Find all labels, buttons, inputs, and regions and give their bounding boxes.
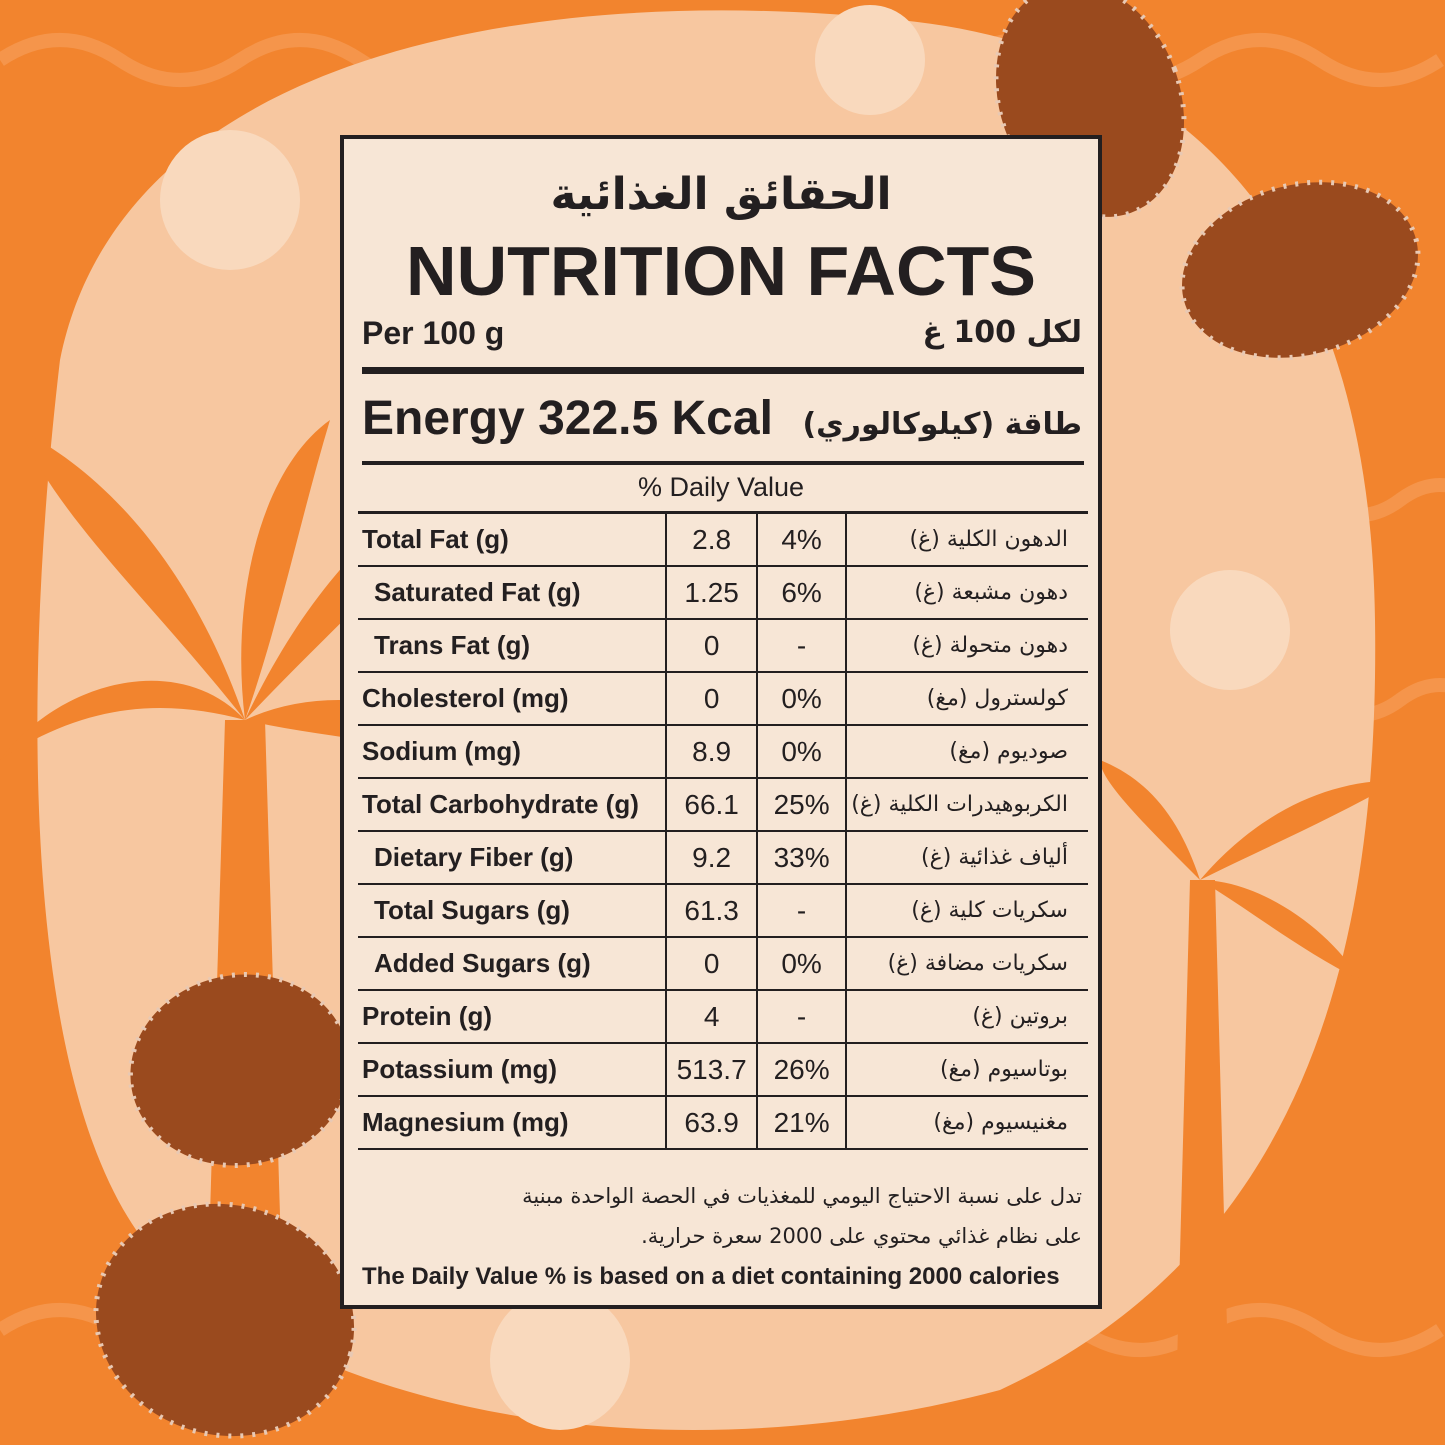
daily-value: - [755, 883, 848, 938]
daily-value: - [755, 618, 848, 673]
serving: Per 100 g [362, 315, 505, 351]
nutrient-arabic: بروتين (غ) [845, 989, 1088, 1044]
nutrient-arabic: دهون مشبعة (غ) [845, 565, 1088, 620]
nutrient: Added Sugars (g) [358, 936, 668, 991]
daily-value: 6% [755, 565, 848, 620]
nutrition-table: Total Fat (g) 2.8 4% الدهون الكلية (غ) Satur… [358, 514, 1088, 1150]
nutrient-arabic: دهون متحولة (غ) [845, 618, 1088, 673]
nutrition-label: الحقائق الغذائية NUTRITION FACTS Per 100… [340, 135, 1102, 1309]
nutrient: Trans Fat (g) [358, 618, 668, 673]
nutrient-row: Sodium (mg) 8.9 0% صوديوم (مغ) [358, 724, 1088, 779]
amount: 61.3 [665, 883, 758, 938]
amount: 4 [665, 989, 758, 1044]
nutrient-row: Cholesterol (mg) 0 0% كولسترول (مغ) [358, 671, 1088, 726]
footnote: The Daily Value % is based on a diet con… [362, 1263, 1060, 1290]
divider [358, 511, 1088, 514]
energy: Energy 322.5 Kcal [362, 392, 773, 445]
nutrient: Total Fat (g) [358, 514, 668, 567]
nutrient: Protein (g) [358, 989, 668, 1044]
amount: 513.7 [665, 1042, 758, 1097]
nutrient: Potassium (mg) [358, 1042, 668, 1097]
amount: 0 [665, 618, 758, 673]
divider [362, 367, 1084, 374]
nutrient: Total Carbohydrate (g) [358, 777, 668, 832]
nutrient: Saturated Fat (g) [358, 565, 668, 620]
daily-value: 21% [755, 1095, 848, 1150]
nutrient: Cholesterol (mg) [358, 671, 668, 726]
title: NUTRITION FACTS [406, 232, 1036, 310]
nutrient-arabic: سكريات مضافة (غ) [845, 936, 1088, 991]
nutrient-row: Magnesium (mg) 63.9 21% مغنيسيوم (مغ) [358, 1095, 1088, 1150]
serving-arabic: لكل 100 غ [922, 315, 1083, 350]
nutrient-row: Added Sugars (g) 0 0% سكريات مضافة (غ) [358, 936, 1088, 991]
daily-value-header: % Daily Value [637, 472, 805, 502]
daily-value: 25% [755, 777, 848, 832]
daily-value: 33% [755, 830, 848, 885]
nutrient-row: Dietary Fiber (g) 9.2 33% ألياف غذائية (غ) [358, 830, 1088, 885]
nutrient-arabic: كولسترول (مغ) [845, 671, 1088, 726]
nutrient: Dietary Fiber (g) [358, 830, 668, 885]
amount: 2.8 [665, 514, 758, 567]
nutrient: Total Sugars (g) [358, 883, 668, 938]
daily-value: 0% [755, 936, 848, 991]
nutrient-arabic: ألياف غذائية (غ) [845, 830, 1088, 885]
nutrient-arabic: الكربوهيدرات الكلية (غ) [845, 777, 1088, 832]
nutrient-row: Protein (g) 4- بروتين (غ) [358, 989, 1088, 1044]
energy-arabic: طاقة (كيلوكالوري) [802, 407, 1082, 442]
daily-value: 0% [755, 671, 848, 726]
nutrient-row: Total Fat (g) 2.8 4% الدهون الكلية (غ) [358, 514, 1088, 567]
nutrient-arabic: صوديوم (مغ) [845, 724, 1088, 779]
amount: 8.9 [665, 724, 758, 779]
nutrient-row: Trans Fat (g) 0- دهون متحولة (غ) [358, 618, 1088, 673]
nutrient-row: Total Sugars (g) 61.3- سكريات كلية (غ) [358, 883, 1088, 938]
daily-value: 4% [755, 514, 848, 567]
daily-value: - [755, 989, 848, 1044]
nutrient-arabic: بوتاسيوم (مغ) [845, 1042, 1088, 1097]
title-arabic: الحقائق الغذائية [550, 169, 892, 220]
nutrient-arabic: سكريات كلية (غ) [845, 883, 1088, 938]
footnote-arabic: على نظام غذائي محتوي على 2000 سعرة حراري… [641, 1224, 1082, 1248]
nutrient-arabic: الدهون الكلية (غ) [845, 514, 1088, 567]
nutrient: Magnesium (mg) [358, 1095, 668, 1150]
amount: 1.25 [665, 565, 758, 620]
daily-value: 0% [755, 724, 848, 779]
nutrient-row: Potassium (mg) 513.7 26% بوتاسيوم (مغ) [358, 1042, 1088, 1097]
divider [362, 461, 1084, 465]
amount: 0 [665, 671, 758, 726]
amount: 63.9 [665, 1095, 758, 1150]
daily-value: 26% [755, 1042, 848, 1097]
nutrient: Sodium (mg) [358, 724, 668, 779]
footnote-arabic: تدل على نسبة الاحتياج اليومي للمغذيات في… [522, 1184, 1082, 1208]
nutrient-arabic: مغنيسيوم (مغ) [845, 1095, 1088, 1150]
amount: 0 [665, 936, 758, 991]
nutrient-row: Saturated Fat (g) 1.25 6% دهون مشبعة (غ) [358, 565, 1088, 620]
nutrient-row: Total Carbohydrate (g) 66.1 25% الكربوهيدرا… [358, 777, 1088, 832]
amount: 9.2 [665, 830, 758, 885]
amount: 66.1 [665, 777, 758, 832]
